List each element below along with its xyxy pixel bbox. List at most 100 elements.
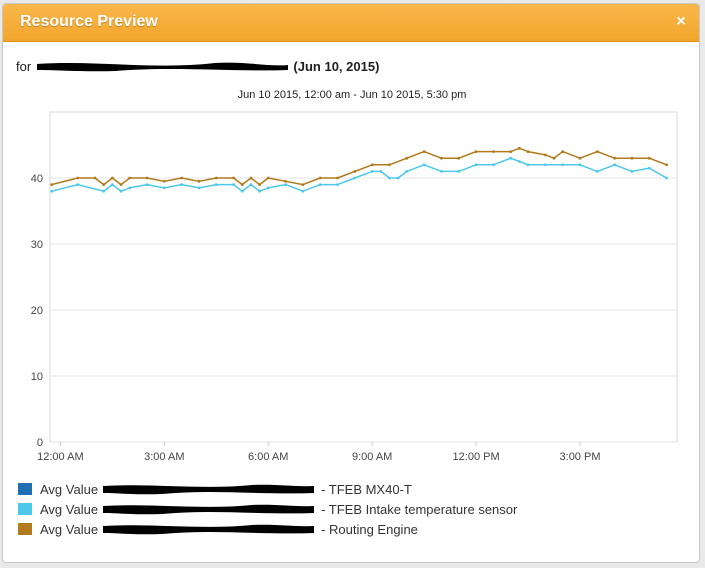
series-point-2 [50,183,54,187]
series-point-1 [613,163,617,167]
redacted-device-name [103,504,315,515]
y-tick-label: 20 [31,305,43,317]
series-point-2 [110,176,114,180]
redacted-resource-name [36,62,288,72]
legend-label-suffix: - TFEB MX40-T [321,481,412,497]
series-point-1 [76,183,80,187]
y-tick-label: 10 [31,371,43,383]
series-point-1 [284,183,287,187]
dialog-title: Resource Preview [20,13,158,30]
legend-item[interactable]: Avg Value - Routing Engine [18,519,517,539]
redacted-device-name [103,524,315,535]
series-point-2 [370,163,374,167]
series-point-1 [595,170,599,173]
series-point-2 [457,156,461,160]
series-point-2 [613,156,617,160]
series-point-2 [526,150,530,154]
series-point-2 [517,146,521,150]
chart-legend: Avg Value - TFEB MX40-T Avg Value - TFEB In… [18,479,517,539]
legend-item[interactable]: Avg Value - TFEB MX40-T [18,479,517,499]
series-point-2 [647,156,651,160]
series-point-2 [561,150,565,154]
x-tick-label: 9:00 AM [352,451,392,463]
legend-swatch [18,503,32,515]
series-point-2 [440,156,443,160]
series-point-2 [578,156,582,160]
series-point-2 [630,156,634,160]
x-tick-label: 12:00 PM [453,451,500,463]
series-point-2 [405,156,409,160]
series-point-1 [396,176,400,180]
series-point-1 [370,170,374,173]
series-point-2 [388,163,391,167]
series-point-1 [561,163,565,167]
series-point-1 [249,183,253,187]
series-point-1 [474,163,478,167]
series-point-2 [474,150,478,154]
series-point-1 [119,189,123,193]
series-point-1 [301,189,305,193]
series-point-2 [102,183,106,187]
series-point-1 [665,176,669,180]
line-chart: 0 10 20 30 40 12:00 AM 3:00 AM 6:00 AM 9:00 AM 12… [31,111,678,463]
close-icon[interactable]: × [676,13,686,30]
legend-swatch [18,483,32,495]
series-point-1 [102,189,106,193]
x-tick-label: 3:00 AM [144,451,184,463]
chart-time-range: Jun 10 2015, 12:00 am - Jun 10 2015, 5:3… [237,89,467,101]
series-point-1 [509,156,513,160]
x-tick-label: 12:00 AM [37,451,83,463]
series-point-2 [301,183,305,187]
y-tick-label: 0 [37,437,43,449]
title-bar: Resource Preview × [3,4,699,42]
series-point-1 [388,176,391,180]
legend-label-prefix: Avg Value [40,481,99,497]
series-point-2 [145,176,149,180]
series-point-1 [162,186,166,190]
series-line-2 [51,147,667,186]
series-point-1 [145,183,149,187]
y-tick-label: 40 [31,173,43,185]
series-point-1 [336,183,339,187]
series-point-2 [197,179,201,183]
legend-label-suffix: - TFEB Intake temperature sensor [321,501,518,517]
series-point-2 [543,153,547,157]
series-point-1 [543,163,547,167]
series-point-2 [258,183,261,187]
legend-item[interactable]: Avg Value - TFEB Intake temperature senso… [18,499,517,519]
series-point-2 [266,176,270,180]
series-point-2 [422,150,426,154]
series-point-2 [284,179,287,183]
legend-swatch [18,523,32,535]
series-point-2 [214,176,218,180]
series-point-1 [405,170,409,173]
resource-subtitle: for (Jun 10, 2015) [16,59,379,74]
series-point-1 [379,170,383,173]
series-point-2 [595,150,599,154]
series-point-1 [526,163,530,167]
series-point-2 [240,183,244,187]
series-point-1 [630,170,634,173]
series-point-2 [552,156,556,160]
series-point-2 [249,176,253,180]
series-point-1 [180,183,184,187]
plot-area [49,111,678,443]
y-tick-label: 30 [31,239,43,251]
x-tick-label: 6:00 AM [248,451,288,463]
series-point-1 [578,163,582,167]
series-point-1 [440,170,443,173]
series-point-2 [119,183,123,187]
subtitle-prefix: for [16,59,32,74]
series-point-2 [162,179,166,183]
series-point-1 [128,186,132,190]
series-point-1 [110,183,114,187]
legend-label-prefix: Avg Value [40,501,99,517]
series-line-1 [51,157,667,192]
series-point-2 [318,176,322,180]
series-point-1 [318,183,322,187]
series-point-1 [422,163,426,167]
series-point-1 [240,189,244,193]
legend-label-suffix: - Routing Engine [321,521,418,537]
legend-label-prefix: Avg Value [40,521,99,537]
series-point-1 [457,170,461,173]
